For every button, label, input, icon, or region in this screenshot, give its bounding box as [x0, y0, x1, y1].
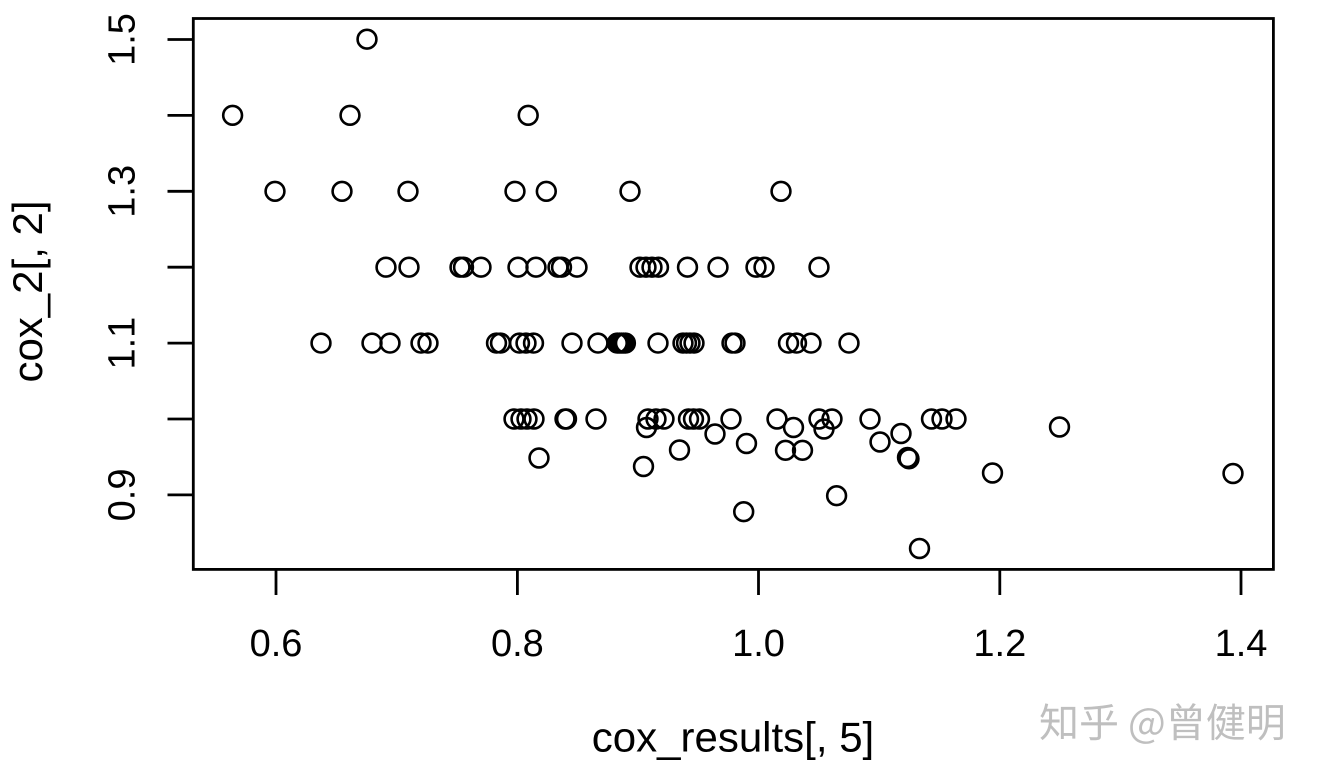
svg-text:cox_results[, 5]: cox_results[, 5] [592, 714, 874, 761]
svg-text:0.9: 0.9 [102, 468, 144, 521]
svg-text:1.3: 1.3 [102, 165, 144, 218]
svg-text:0.8: 0.8 [491, 623, 544, 665]
svg-text:0.6: 0.6 [250, 623, 303, 665]
svg-text:1.2: 1.2 [973, 623, 1026, 665]
svg-text:1.1: 1.1 [102, 317, 144, 370]
svg-text:1.0: 1.0 [732, 623, 785, 665]
svg-text:1.4: 1.4 [1215, 623, 1268, 665]
svg-text:cox_2[, 2]: cox_2[, 2] [4, 200, 51, 382]
svg-text:1.5: 1.5 [102, 13, 144, 66]
